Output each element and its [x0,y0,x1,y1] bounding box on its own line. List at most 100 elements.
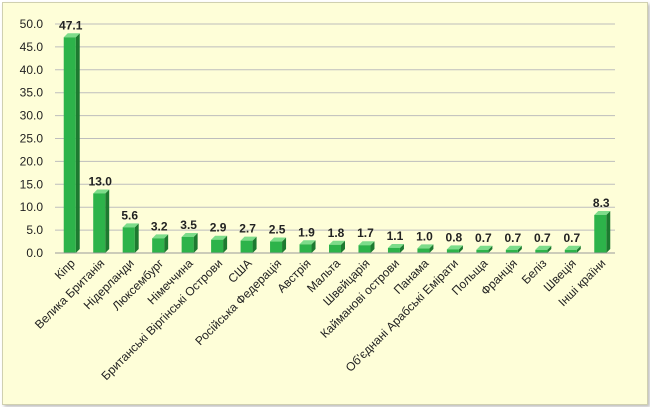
bar-top [211,235,228,240]
data-label: 2.9 [210,221,227,235]
bar [299,240,316,253]
bar-side [134,223,139,253]
y-tick-label: 5.0 [26,223,43,237]
data-label: 8.3 [593,196,610,210]
data-label: 1.9 [298,225,315,239]
bar-front [152,238,165,253]
bar-top [329,240,345,245]
bar-top [299,240,316,245]
grid-lines [55,23,615,254]
bar-side [341,240,345,253]
y-tick-label: 10.0 [20,200,44,214]
bar-top [505,245,522,250]
bar-front [417,248,430,253]
y-tick-label: 45.0 [20,40,44,54]
bar-side [547,245,552,253]
bar [270,237,287,253]
data-label: 3.2 [151,219,168,233]
bar [564,245,581,253]
bar-front [358,245,371,253]
bar [505,245,522,253]
bar-front [505,249,518,253]
bar-side [193,232,198,253]
bar-front [63,37,76,254]
bar [446,245,463,253]
bar-front [329,244,341,253]
y-tick-label: 50.0 [20,17,44,31]
bar [535,245,552,253]
bar-front [299,244,312,253]
y-tick-label: 30.0 [20,109,44,123]
data-label: 13.0 [89,174,113,188]
bar-side [606,210,611,253]
y-tick-label: 35.0 [20,86,44,100]
data-label: 0.7 [563,231,580,245]
bar-side [164,234,169,253]
data-label: 1.8 [328,226,345,240]
bar-top [446,245,463,250]
y-tick-label: 40.0 [20,63,44,77]
bar [93,189,110,253]
bar-front [240,240,253,253]
bar-top [564,245,581,250]
bar-side [458,245,463,253]
bar-front [122,227,135,253]
y-axis: 0.0 5.0 10.0 15.0 20.0 25.0 30.0 35.0 40.0 45.0 50… [20,17,44,260]
data-label: 2.5 [269,223,286,237]
y-tick-label: 0.0 [26,246,43,260]
bar-top [270,237,287,242]
y-tick-label: 20.0 [20,154,44,168]
data-label: 1.7 [357,226,374,240]
data-label: 1.0 [416,229,433,243]
bar [476,245,493,253]
bar-top [181,232,198,237]
data-label: 5.6 [121,208,138,222]
bar-front [476,249,489,253]
bar-side [576,245,581,253]
data-label: 0.7 [504,231,521,245]
bars: 47.1 13.0 5.6 3.2 3.5 2.9 2.7 2.5 1.9 1.8 1.7 1.1 1.… [59,18,611,254]
bar-side [370,241,375,253]
bar [211,235,228,253]
bar-front [535,249,548,253]
data-label: 47.1 [59,18,83,32]
bar [63,33,80,254]
bar-front [270,241,283,253]
bar [358,241,375,253]
bar-top [358,241,375,246]
bar-side [517,245,522,253]
bar-side [488,245,493,253]
bar-side [252,236,257,253]
bar [240,236,257,253]
bar [417,244,434,253]
bar [387,243,404,253]
bar-front [564,249,577,253]
data-label: 0.8 [446,230,463,244]
data-label: 0.7 [534,231,551,245]
bar [594,210,611,253]
bar-side [223,235,228,253]
bar-side [311,240,316,253]
data-label: 0.7 [475,231,492,245]
bar-front [446,249,459,253]
bar-front [211,239,224,253]
bar-front [93,193,106,253]
bar-top [122,223,139,228]
bar [329,240,345,253]
bar-side [399,243,404,253]
bar-top [152,234,169,239]
y-tick-label: 25.0 [20,132,44,146]
bar-top [535,245,552,250]
bar-top [240,236,257,241]
bar-side [75,33,80,254]
bar-front [594,214,607,253]
bar-side [282,237,287,253]
data-label: 1.1 [387,229,404,243]
bar-top [476,245,493,250]
bar [152,234,169,253]
data-label: 2.7 [239,222,256,236]
bar [181,232,198,253]
